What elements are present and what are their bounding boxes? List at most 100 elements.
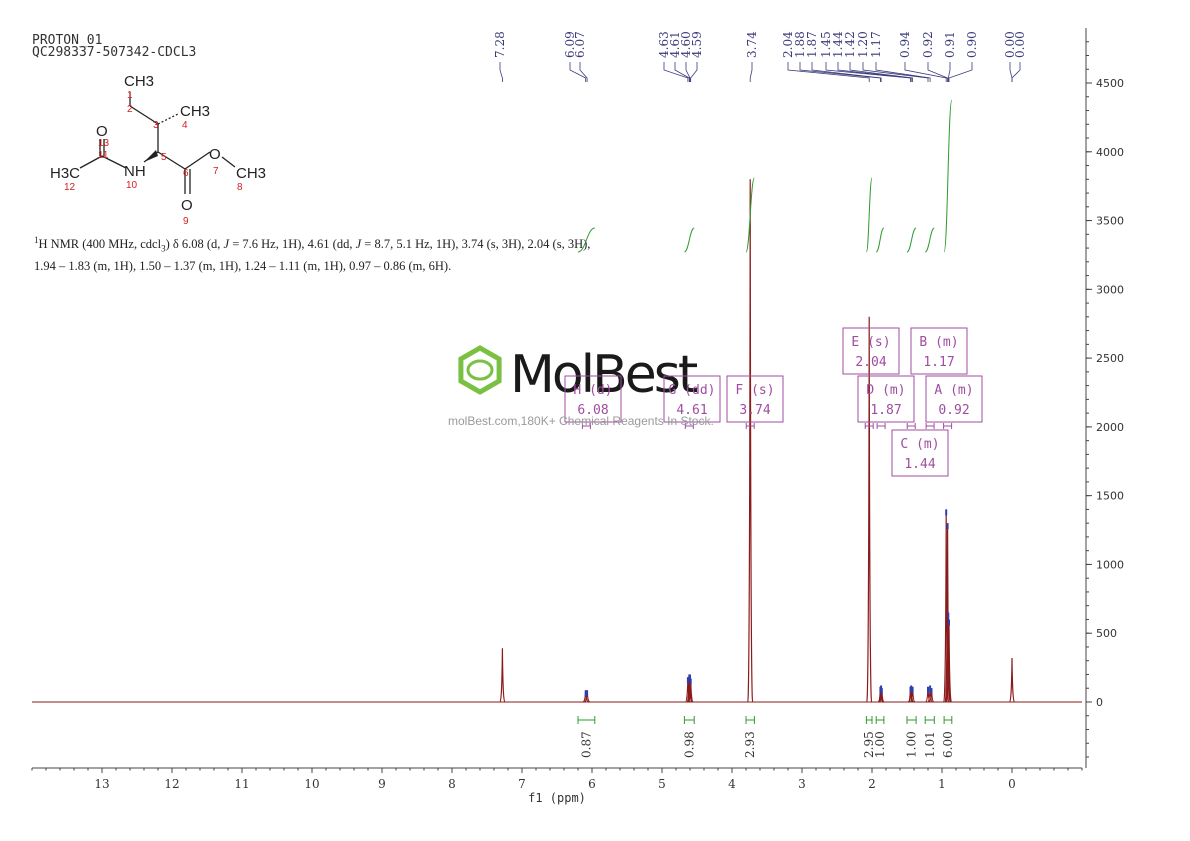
peak-leader-line (799, 62, 881, 82)
peak-leader-line (663, 62, 689, 82)
peak-leader-line (569, 62, 587, 82)
x-axis-label: f1 (ppm) (528, 791, 586, 805)
x-tick-label: 1 (938, 777, 946, 791)
atom-number-10: 10 (126, 180, 138, 191)
spectrum-peak (946, 619, 952, 703)
x-tick-label: 0 (1008, 777, 1016, 791)
integral-curve (577, 227, 595, 253)
peak-leader-line (690, 62, 698, 82)
atom-number-13: 13 (98, 138, 110, 149)
x-tick-label: 12 (164, 777, 179, 791)
multiplet-box-frame (925, 375, 983, 423)
peak-label: 0.00 (1003, 31, 1017, 58)
y-tick-label: 3000 (1096, 283, 1124, 296)
spectrum-peak (928, 688, 935, 703)
atom-number-9: 9 (183, 216, 189, 227)
integral-value: 2.95 (862, 731, 876, 758)
peak-label: 4.60 (679, 31, 693, 58)
multiplet-box-frame (891, 429, 949, 477)
x-tick-label: 13 (94, 777, 109, 791)
watermark-ring-icon (466, 359, 494, 381)
integral-value: 2.93 (743, 731, 757, 758)
x-tick-label: 9 (378, 777, 386, 791)
peak-leader-line (787, 62, 870, 82)
peak-label: 1.20 (856, 31, 870, 58)
atom-number-2: 2 (127, 104, 133, 115)
integral-curve (684, 227, 695, 253)
description-segment: = 7.6 Hz, 1H), 4.61 (dd, (229, 237, 356, 252)
peak-label: 6.07 (573, 31, 587, 58)
peak-label: 2.04 (781, 31, 795, 58)
multiplet-label: F (s) (735, 383, 774, 398)
peak-label: 0.90 (965, 31, 979, 58)
peak-leader-line (1011, 62, 1021, 82)
x-tick-label: 3 (798, 777, 806, 791)
y-tick-label: 1500 (1096, 490, 1124, 503)
integral-value: 6.00 (941, 731, 955, 758)
peak-leader-line (499, 62, 503, 82)
peak-leader-line (837, 62, 912, 82)
peak-leader-line (674, 62, 690, 82)
peak-label: 0.00 (1013, 31, 1027, 58)
watermark-hexagon-icon (458, 345, 502, 395)
peak-label: 4.61 (668, 31, 682, 58)
spectrum-peak (747, 179, 754, 703)
peak-leader-line (904, 62, 947, 82)
integral-value: 0.98 (682, 731, 696, 758)
multiplet-label: A (m) (934, 383, 973, 398)
peak-leader-line (749, 62, 753, 82)
multiplet-shift: 1.17 (923, 355, 954, 370)
watermark-tagline: molBest.com,180K+ Chemical Reagents In S… (448, 414, 714, 428)
x-tick-label: 10 (304, 777, 319, 791)
peak-leader-line (825, 62, 911, 82)
spectrum-peak (499, 648, 506, 703)
description-segment: J (355, 237, 362, 252)
peak-leader-line (811, 62, 882, 82)
y-tick-label: 500 (1096, 627, 1117, 640)
x-tick-label: 2 (868, 777, 876, 791)
atom-number-3: 3 (153, 120, 159, 131)
spectrum-peak (866, 316, 873, 703)
peak-label: 7.28 (493, 31, 507, 58)
watermark-logo: MolBest (458, 345, 701, 405)
peak-leader-line (948, 62, 973, 82)
atom-number-6: 6 (183, 168, 189, 179)
multiplet-box-frame (663, 375, 721, 423)
peak-leader-line (685, 62, 691, 82)
peak-label: 0.94 (898, 31, 912, 58)
integral-value: 0.87 (579, 731, 593, 758)
atom-o-9: O (181, 197, 193, 214)
y-tick-label: 1000 (1096, 558, 1124, 571)
multiplet-label: H (d) (573, 383, 612, 398)
atom-number-1: 1 (127, 90, 133, 101)
description-segment: 3 (161, 243, 166, 254)
integral-curve (906, 227, 917, 253)
multiplet-box: C (m) 1.44 (891, 423, 949, 477)
description-segment: 1 (34, 235, 39, 245)
x-tick-label: 8 (448, 777, 456, 791)
x-tick-label: 7 (518, 777, 526, 791)
integral-curve (745, 177, 755, 253)
peak-label: 4.63 (657, 31, 671, 58)
multiplet-shift: 1.87 (870, 403, 901, 418)
peak-leader-line (947, 62, 951, 82)
peak-label: 0.92 (921, 31, 935, 58)
y-tick-label: 2000 (1096, 421, 1124, 434)
watermark-brand: MolBest (510, 345, 698, 405)
peak-label: 4.59 (690, 31, 704, 58)
multiplet-box-frame (910, 327, 968, 375)
atom-number-11: 11 (98, 150, 109, 161)
multiplet-box-frame (842, 327, 900, 375)
sample-id: QC298337-507342-CDCL3 (32, 45, 197, 60)
description-segment: H NMR (400 MHz, cdcl (38, 237, 162, 252)
multiplet-box: D (m) 1.87 (857, 375, 915, 429)
peak-label: 1.45 (819, 31, 833, 58)
multiplet-box-frame (857, 375, 915, 423)
y-tick-label: 2500 (1096, 352, 1124, 365)
spectrum-peak (879, 688, 885, 703)
atom-o-7: O (209, 146, 221, 163)
atom-number-12: 12 (64, 182, 76, 193)
atom-number-5: 5 (161, 152, 167, 163)
atom-number-4: 4 (182, 120, 188, 131)
